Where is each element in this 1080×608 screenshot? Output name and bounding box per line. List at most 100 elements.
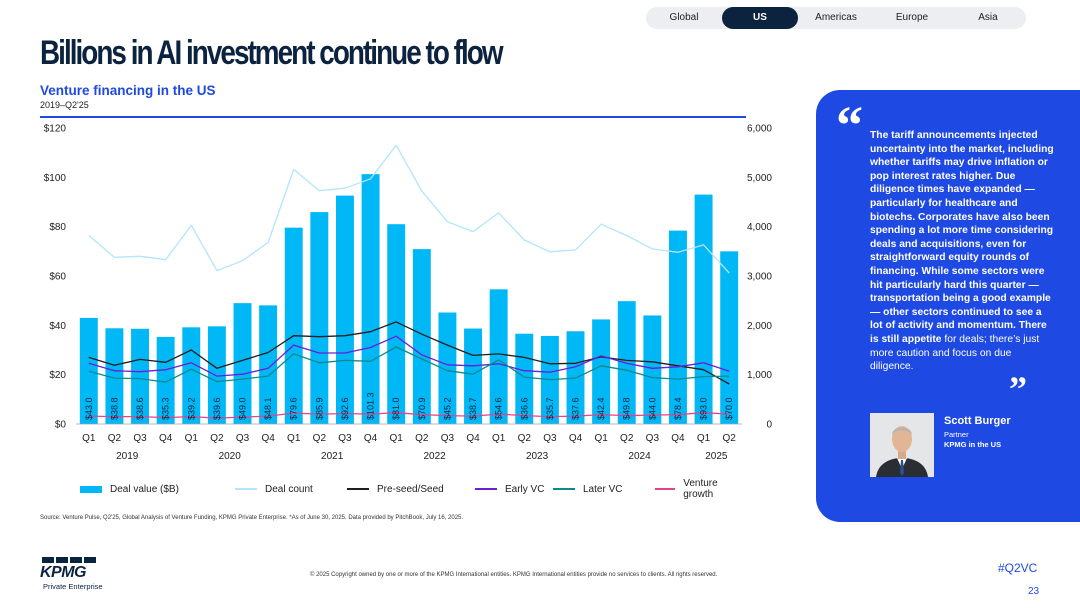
legend-label: Pre-seed/Seed — [377, 483, 444, 495]
title-rule — [40, 116, 746, 118]
bar-value-label: $38.8 — [109, 397, 119, 420]
x-year-label: 2020 — [219, 451, 242, 462]
bar-value-label: $45.2 — [442, 397, 452, 420]
bar-value-label: $39.2 — [186, 397, 196, 420]
x-tick-label: Q2 — [518, 433, 532, 444]
bar — [694, 194, 713, 424]
tab-us[interactable]: US — [722, 7, 798, 29]
legend-label: Later VC — [583, 483, 623, 495]
venture-financing-chart: $0 $20 $40 $60 $80 $100 $120 0 1,000 2,000 3,000 4,… — [44, 124, 773, 463]
bar — [259, 305, 278, 424]
legend-label: Early VC — [505, 483, 545, 495]
quote-panel: “ The tariff announcements injected unce… — [816, 90, 1080, 522]
y-right-tick-label: 6,000 — [747, 124, 772, 135]
bar — [438, 312, 457, 424]
x-tick-label: Q4 — [671, 433, 685, 444]
bar-value-label: $43.0 — [84, 397, 94, 420]
person-org: KPMG in the US — [944, 440, 1002, 449]
series-line — [88, 412, 730, 419]
x-tick-label: Q4 — [569, 433, 583, 444]
bar-value-label: $79.6 — [289, 397, 299, 420]
close-quote-icon: ” — [1009, 369, 1027, 409]
bar-value-label: $35.7 — [545, 397, 555, 420]
open-quote-icon: “ — [836, 95, 863, 155]
bar — [617, 301, 636, 424]
x-tick-label: Q3 — [133, 433, 147, 444]
quote-body: The tariff announcements injected uncert… — [870, 130, 1054, 345]
bar-value-label: $38.7 — [468, 397, 478, 420]
legend-item: Later VC — [553, 478, 655, 500]
bar-value-label: $101.3 — [366, 392, 376, 420]
legend-label: Venture growth — [683, 478, 718, 500]
x-tick-label: Q2 — [210, 433, 224, 444]
page-title: Billions in AI investment continue to fl… — [40, 34, 504, 72]
tab-americas[interactable]: Americas — [815, 12, 857, 23]
x-tick-label: Q3 — [338, 433, 352, 444]
series-line — [88, 321, 730, 385]
avatar — [870, 413, 934, 477]
legend-bar-swatch-icon — [80, 485, 102, 493]
bar — [131, 328, 150, 424]
bar-value-label: $49.8 — [622, 397, 632, 420]
x-tick-label: Q2 — [108, 433, 122, 444]
x-tick-label: Q4 — [466, 433, 480, 444]
series-line — [88, 144, 730, 274]
series-line — [88, 335, 730, 377]
legend-label: Deal count — [265, 483, 313, 495]
legend-line-swatch-icon — [347, 488, 369, 490]
bar-value-label: $70.0 — [724, 397, 734, 420]
bar-value-label: $39.6 — [212, 397, 222, 420]
y-left-tick-label: $80 — [49, 222, 66, 233]
bar-value-label: $85.9 — [314, 397, 324, 420]
bar-value-label: $93.0 — [699, 397, 709, 420]
bar — [79, 317, 98, 424]
x-year-label: 2021 — [321, 451, 344, 462]
x-tick-label: Q1 — [82, 433, 96, 444]
series-line — [88, 346, 730, 383]
x-tick-label: Q2 — [723, 433, 737, 444]
bar — [284, 227, 303, 424]
bar-value-label: $54.6 — [494, 397, 504, 420]
x-tick-label: Q3 — [441, 433, 455, 444]
quote-text: The tariff announcements injected uncert… — [870, 129, 1056, 374]
y-right-tick-label: 2,000 — [747, 321, 772, 332]
chart-subtitle: Venture financing in the US — [40, 83, 216, 98]
bar — [310, 212, 329, 424]
tab-asia[interactable]: Asia — [978, 12, 998, 23]
x-tick-label: Q1 — [185, 433, 199, 444]
x-tick-label: Q1 — [390, 433, 404, 444]
x-tick-label: Q2 — [313, 433, 327, 444]
bar-value-label: $48.1 — [263, 397, 273, 420]
x-year-label: 2023 — [526, 451, 549, 462]
bar — [361, 174, 380, 424]
x-year-label: 2024 — [628, 451, 651, 462]
bar-value-label: $37.6 — [571, 397, 581, 420]
bar-value-label: $38.6 — [135, 397, 145, 420]
hashtag[interactable]: #Q2VC — [998, 561, 1038, 575]
y-right-tick-label: 0 — [766, 420, 772, 431]
x-tick-label: Q3 — [646, 433, 660, 444]
bar — [668, 230, 687, 424]
y-left-tick-label: $120 — [44, 124, 67, 135]
legend-line-swatch-icon — [235, 488, 257, 490]
bar — [335, 195, 354, 424]
bar — [207, 326, 226, 424]
x-tick-label: Q1 — [287, 433, 301, 444]
legend-label: Deal value ($B) — [110, 483, 179, 495]
tab-global[interactable]: Global — [669, 12, 699, 23]
y-left-tick-label: $100 — [44, 173, 67, 184]
bar — [387, 224, 406, 424]
kpmg-logo-icon — [42, 557, 96, 563]
tab-europe[interactable]: Europe — [895, 12, 929, 23]
x-tick-label: Q4 — [159, 433, 173, 444]
legend-item: Deal count — [235, 478, 347, 500]
x-year-label: 2025 — [705, 451, 728, 462]
x-tick-label: Q3 — [236, 433, 250, 444]
bar — [412, 249, 431, 424]
bar — [464, 328, 483, 424]
legend-item: Pre-seed/Seed — [347, 478, 475, 500]
copyright-note: © 2025 Copyright owned by one or more of… — [310, 572, 718, 578]
y-left-tick-label: $0 — [55, 420, 67, 431]
bar-value-label: $92.6 — [340, 397, 350, 420]
bar — [156, 336, 175, 424]
